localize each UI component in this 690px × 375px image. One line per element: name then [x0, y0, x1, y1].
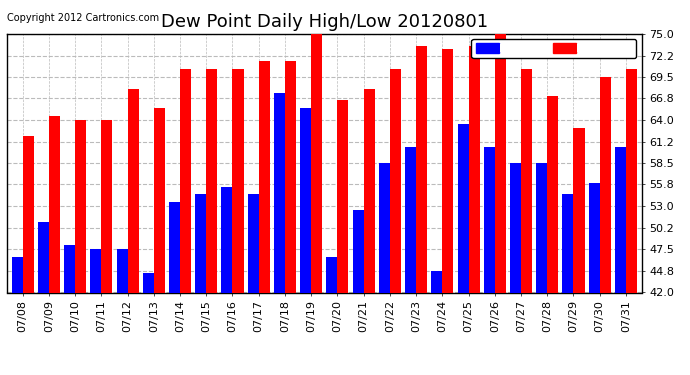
Bar: [154, 108, 165, 292]
Bar: [405, 147, 416, 292]
Title: Dew Point Daily High/Low 20120801: Dew Point Daily High/Low 20120801: [161, 13, 488, 31]
Bar: [510, 163, 521, 292]
Bar: [101, 120, 112, 292]
Text: Copyright 2012 Cartronics.com: Copyright 2012 Cartronics.com: [7, 13, 159, 23]
Bar: [180, 69, 191, 292]
Bar: [484, 147, 495, 292]
Bar: [117, 249, 128, 292]
Bar: [626, 69, 637, 292]
Bar: [364, 88, 375, 292]
Bar: [248, 195, 259, 292]
Bar: [143, 273, 154, 292]
Bar: [285, 61, 296, 292]
Bar: [573, 128, 584, 292]
Bar: [311, 34, 322, 292]
Bar: [521, 69, 532, 292]
Bar: [469, 45, 480, 292]
Bar: [75, 120, 86, 292]
Bar: [169, 202, 180, 292]
Bar: [457, 124, 469, 292]
Bar: [562, 195, 573, 292]
Bar: [12, 257, 23, 292]
Bar: [495, 30, 506, 292]
Bar: [379, 163, 390, 292]
Bar: [195, 195, 206, 292]
Bar: [431, 270, 442, 292]
Bar: [38, 222, 49, 292]
Bar: [300, 108, 311, 292]
Bar: [600, 77, 611, 292]
Legend: Low  (°F), High  (°F): Low (°F), High (°F): [471, 39, 636, 58]
Bar: [353, 210, 364, 292]
Bar: [390, 69, 401, 292]
Bar: [64, 246, 75, 292]
Bar: [90, 249, 101, 292]
Bar: [337, 100, 348, 292]
Bar: [442, 50, 453, 292]
Bar: [589, 183, 600, 292]
Bar: [128, 88, 139, 292]
Bar: [259, 61, 270, 292]
Bar: [326, 257, 337, 292]
Bar: [615, 147, 626, 292]
Bar: [416, 45, 427, 292]
Bar: [536, 163, 547, 292]
Bar: [274, 93, 285, 292]
Bar: [23, 136, 34, 292]
Bar: [221, 187, 233, 292]
Bar: [547, 96, 558, 292]
Bar: [206, 69, 217, 292]
Bar: [233, 69, 244, 292]
Bar: [49, 116, 60, 292]
